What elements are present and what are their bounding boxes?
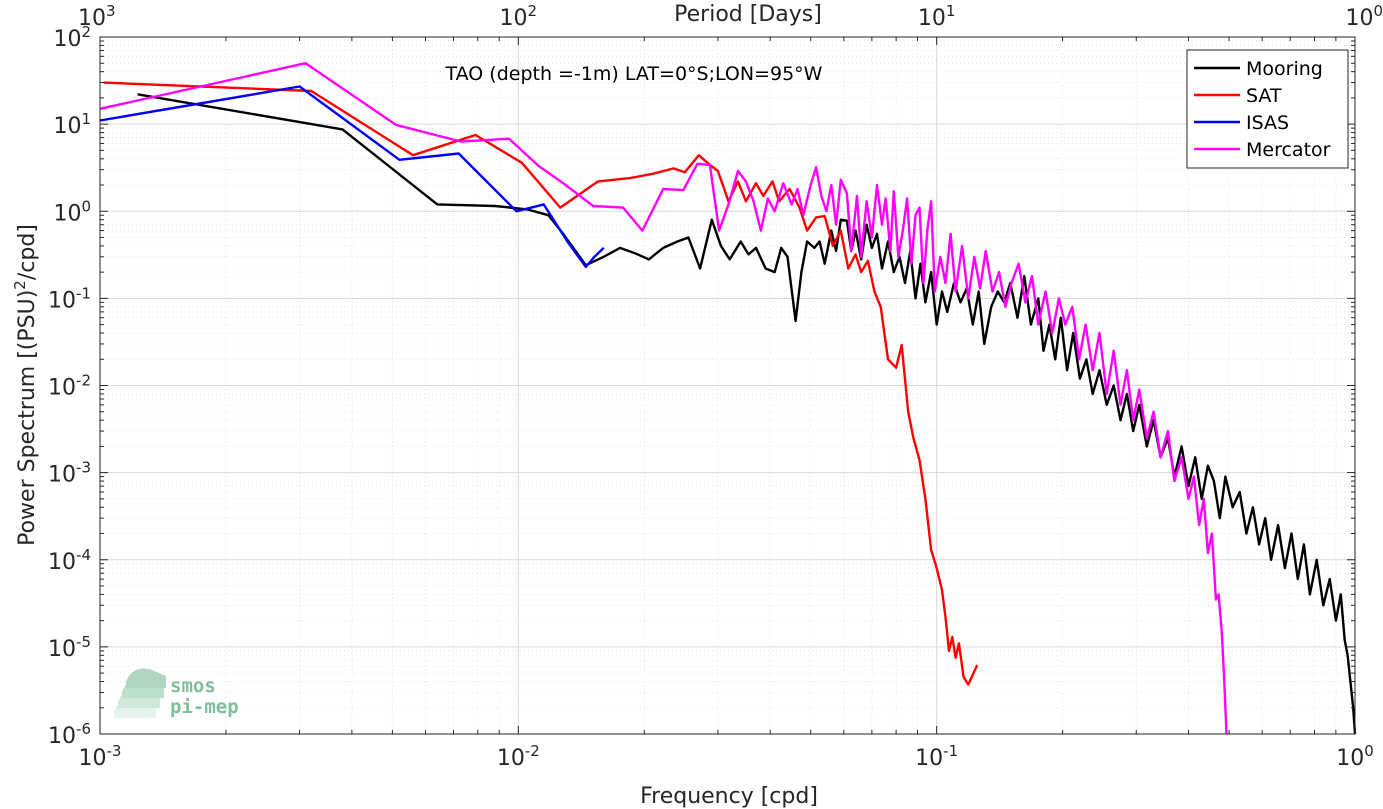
y-tick-label-exponent: -2 [76, 372, 91, 390]
smos-pi-mep-logo: smos pi-mep [114, 668, 239, 718]
y-tick-label-exponent: -5 [76, 633, 91, 651]
axis-ticks [99, 37, 1355, 735]
series-line-mooring [137, 93, 1357, 735]
x2-tick-label-base: 10 [78, 6, 106, 31]
x-tick-label-exponent: -2 [525, 742, 540, 760]
logo-text-pi-mep: pi-mep [170, 696, 239, 718]
x2-tick-label-base: 10 [918, 6, 946, 31]
y-tick-label-base: 10 [53, 27, 81, 52]
x-tick-label: 10-3 [79, 742, 122, 771]
x2-tick-label-exponent: 2 [528, 2, 538, 20]
y-tick-label-base: 10 [48, 463, 76, 488]
y-tick-label: 10-4 [48, 546, 91, 575]
y-tick-label-exponent: -4 [76, 546, 91, 564]
x2-tick-label-exponent: 0 [1373, 2, 1383, 20]
y-tick-label: 10-5 [48, 633, 91, 662]
x2-tick-labels: 103 102 101 100 [78, 2, 1383, 31]
x2-tick-label: 101 [918, 2, 956, 31]
y-tick-label-base: 10 [53, 114, 81, 139]
major-grid [100, 37, 1355, 734]
legend-label-mooring: Mooring [1246, 58, 1323, 80]
x-tick-label-exponent: -3 [107, 742, 122, 760]
logo-text-smos: smos [170, 675, 216, 697]
x-tick-label: 10-1 [915, 742, 958, 771]
series-line-isas [99, 85, 605, 269]
x2-tick-label-base: 10 [1345, 6, 1373, 31]
y-tick-label-base: 10 [48, 637, 76, 662]
y-tick-label-exponent: 0 [81, 197, 91, 215]
y-tick-label: 102 [53, 23, 91, 52]
y-tick-label-exponent: 1 [81, 110, 91, 128]
x-tick-label-base: 10 [1336, 746, 1364, 771]
y-tick-label: 10-6 [48, 720, 91, 749]
y-tick-label-exponent: -1 [76, 284, 91, 302]
x-tick-labels: 10-3 10-2 10-1 100 [79, 742, 1374, 771]
x-axis-title: Frequency [cpd] [640, 784, 818, 809]
y-tick-label: 100 [53, 197, 91, 226]
y-tick-label: 10-2 [48, 372, 91, 401]
legend-label-mercator: Mercator [1246, 139, 1331, 161]
y-axis-title-tail: /cpd] [15, 224, 40, 280]
x-tick-label: 100 [1336, 742, 1374, 771]
y-axis-title-main: Power Spectrum [(PSU) [15, 290, 40, 546]
y-axis-title: Power Spectrum [(PSU)2/cpd] [11, 224, 40, 546]
y-tick-label-base: 10 [53, 201, 81, 226]
x2-tick-label-exponent: 1 [946, 2, 956, 20]
x2-tick-label-base: 10 [500, 6, 528, 31]
x2-tick-label: 102 [500, 2, 538, 31]
chart-title: TAO (depth =-1m) LAT=0°S;LON=95°W [445, 63, 823, 85]
x-tick-label-base: 10 [497, 746, 525, 771]
y-tick-label-exponent: -6 [76, 720, 91, 738]
x-tick-label-base: 10 [79, 746, 107, 771]
x-tick-label-exponent: 0 [1364, 742, 1374, 760]
y-tick-label-base: 10 [48, 288, 76, 313]
y-tick-label: 10-3 [48, 459, 91, 488]
series-line-mercator [99, 62, 1228, 735]
y-tick-label-exponent: -3 [76, 459, 91, 477]
legend-label-sat: SAT [1246, 85, 1282, 107]
y-tick-label: 101 [53, 110, 91, 139]
legend: Mooring SAT ISAS Mercator [1186, 49, 1349, 169]
y-tick-label-exponent: 2 [81, 23, 91, 41]
y-axis-title-sup: 2 [11, 280, 29, 290]
x2-axis-title: Period [Days] [674, 2, 822, 27]
legend-label-isas: ISAS [1246, 112, 1289, 134]
x-tick-label-exponent: -1 [943, 742, 958, 760]
x2-tick-label-exponent: 3 [106, 2, 116, 20]
logo-graphic [114, 668, 166, 718]
y-tick-label-base: 10 [48, 724, 76, 749]
x2-tick-label: 103 [78, 2, 116, 31]
x2-tick-label: 100 [1345, 2, 1383, 31]
series-line-sat [103, 81, 979, 686]
series-layer [99, 62, 1357, 735]
y-tick-label-base: 10 [48, 550, 76, 575]
y-tick-label: 10-1 [48, 284, 91, 313]
x-tick-label: 10-2 [497, 742, 540, 771]
y-tick-label-base: 10 [48, 376, 76, 401]
x-tick-label-base: 10 [915, 746, 943, 771]
